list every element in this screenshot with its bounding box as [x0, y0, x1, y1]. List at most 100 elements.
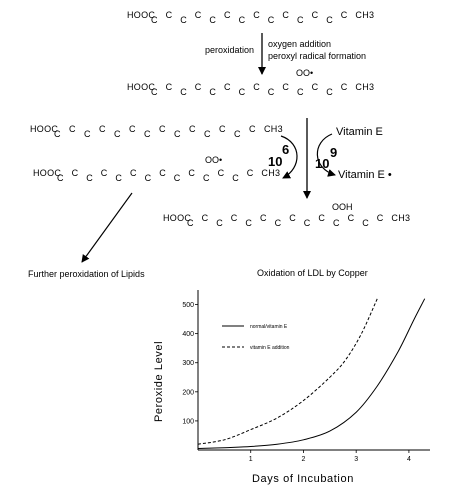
carbon-atom: C [318, 213, 325, 223]
carbon-atom: C [189, 124, 196, 134]
x-tick-label: 1 [249, 456, 253, 463]
carbon-atom: C [144, 129, 151, 139]
carbon-atom: C [234, 129, 241, 139]
carbon-atom: C [333, 218, 340, 228]
carbon-atom: C [326, 15, 333, 25]
carbon-atom: C [239, 87, 246, 97]
y-tick-label: 200 [182, 389, 194, 396]
y-tick-label: 100 [182, 418, 194, 425]
carbon-atom: C [159, 168, 166, 178]
carboxyl-group: HOOC [33, 168, 61, 178]
chain-propagation-arrow [280, 135, 298, 179]
carbon-atom: C [174, 173, 181, 183]
carbon-atom: C [312, 82, 319, 92]
carbon-atom: C [282, 82, 289, 92]
vitamin-e-arrow [316, 133, 336, 177]
carbon-atom: C [174, 129, 181, 139]
oxygen-addition-label: oxygen addition [268, 39, 331, 49]
x-tick-label: 4 [407, 456, 411, 463]
y-axis-label: Peroxide Level [153, 341, 165, 422]
carbon-atom: C [377, 213, 384, 223]
chart-title: Oxidation of LDL by Copper [257, 268, 368, 278]
carbon-atom: C [224, 10, 231, 20]
x-axis-label: Days of Incubation [252, 473, 354, 485]
rate-label-9: 9 [330, 145, 337, 160]
carbon-atom: C [151, 15, 158, 25]
peroxide-chart: 100 200 300 400 500 1 2 3 4 [182, 290, 430, 463]
methyl-group: CH3 [264, 124, 283, 134]
carbon-atom: C [282, 10, 289, 20]
carbon-atom: C [180, 15, 187, 25]
carbon-atom: C [341, 10, 348, 20]
carbon-atom: C [129, 124, 136, 134]
carbon-atom: C [99, 124, 106, 134]
methyl-group: CH3 [391, 213, 410, 223]
carbon-atom: C [219, 124, 226, 134]
carbon-atom: C [151, 87, 158, 97]
carbon-atom: C [341, 82, 348, 92]
carbon-atom: C [86, 173, 93, 183]
carbon-atom: C [145, 173, 152, 183]
legend-label-normal: normal/vitamin E [250, 324, 288, 330]
carbon-atom: C [326, 87, 333, 97]
carbon-atom: C [203, 173, 210, 183]
carbon-atom: C [253, 82, 260, 92]
carbon-atom: C [289, 213, 296, 223]
methyl-group: CH3 [355, 10, 374, 20]
rate-label-10: 10 [268, 154, 282, 169]
vitamin-e-radical-label: Vitamin E • [338, 169, 392, 181]
x-tick-label: 3 [354, 456, 358, 463]
carbon-atom: C [209, 87, 216, 97]
hydroperoxide-label: OOH [332, 202, 353, 212]
carbon-atom: C [204, 129, 211, 139]
methyl-group: CH3 [355, 82, 374, 92]
y-tick-label: 500 [182, 302, 194, 309]
carbon-atom: C [72, 168, 79, 178]
carbon-atom: C [245, 218, 252, 228]
carbon-atom: C [202, 213, 209, 223]
peroxyl-radical-label-2: OO• [205, 155, 222, 165]
series-line-normal [197, 298, 426, 449]
carbon-atom: C [268, 87, 275, 97]
carbon-atom: C [239, 15, 246, 25]
carbon-atom: C [247, 168, 254, 178]
carbon-atom: C [218, 168, 225, 178]
carbon-atom: C [130, 168, 137, 178]
carbon-atom: C [348, 213, 355, 223]
carbon-atom: C [187, 218, 194, 228]
further-peroxidation-label: Further peroxidation of Lipids [28, 269, 145, 279]
carbon-atom: C [268, 15, 275, 25]
methyl-group: CH3 [261, 168, 280, 178]
carbon-atom: C [69, 124, 76, 134]
carbon-atom: C [101, 168, 108, 178]
carbon-atom: C [216, 218, 223, 228]
carbon-atom: C [54, 129, 61, 139]
carbon-atom: C [297, 87, 304, 97]
legend-label-added: vitamin E addition [250, 345, 290, 351]
carboxyl-group: HOOC [30, 124, 58, 134]
carboxyl-group: HOOC [163, 213, 191, 223]
carbon-atom: C [57, 173, 64, 183]
x-tick-label: 2 [302, 456, 306, 463]
rate-label-10b: 10 [315, 156, 329, 171]
carbon-atom: C [166, 82, 173, 92]
carbon-atom: C [84, 129, 91, 139]
peroxyl-radical-formation-label: peroxyl radical formation [268, 51, 366, 61]
y-tick-label: 300 [182, 360, 194, 367]
carbon-atom: C [115, 173, 122, 183]
carbon-atom: C [232, 173, 239, 183]
carbon-atom: C [188, 168, 195, 178]
carboxyl-group: HOOC [127, 82, 155, 92]
carbon-atom: C [304, 218, 311, 228]
carbon-atom: C [166, 10, 173, 20]
vitamin-e-label: Vitamin E [336, 126, 383, 138]
carbon-atom: C [195, 82, 202, 92]
carboxyl-group: HOOC [127, 10, 155, 20]
carbon-atom: C [195, 10, 202, 20]
